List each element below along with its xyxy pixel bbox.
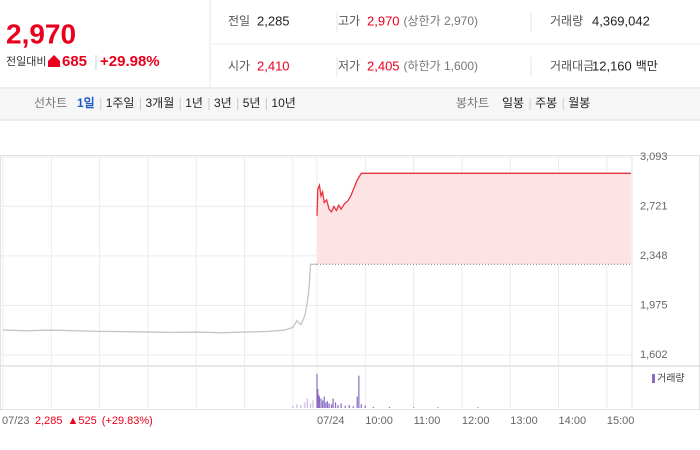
volume-bar: [318, 394, 320, 408]
volume-bar: [323, 396, 325, 408]
stat-unit: 백만: [636, 59, 658, 73]
x-tick-label: 14:00: [559, 415, 587, 427]
stat-value: 2,285: [257, 13, 290, 28]
period-tab[interactable]: 3년: [214, 96, 232, 110]
stat-label: 거래량: [550, 14, 583, 28]
volume-bar: [348, 404, 350, 408]
period-tab[interactable]: 주봉: [535, 96, 557, 110]
volume-bar: [300, 404, 302, 408]
price: 2,970: [6, 18, 76, 49]
legend-label: 거래량: [657, 373, 685, 385]
volume-bar: [312, 400, 314, 408]
period-tab[interactable]: 1일: [77, 96, 95, 110]
volume-bar: [388, 406, 391, 408]
volume-bar: [318, 396, 321, 408]
stat-label: 전일: [228, 14, 250, 28]
y-tick-label: 2,721: [640, 200, 668, 212]
up-icon: [48, 55, 60, 67]
y-tick-label: 2,348: [640, 250, 668, 262]
stat-label: 저가: [338, 59, 360, 73]
price-line: [316, 172, 631, 216]
volume-bar: [356, 396, 358, 408]
x-tick-label: 10:00: [365, 415, 393, 427]
volume-bar: [344, 405, 346, 408]
change: 685: [62, 53, 87, 70]
volume-bar: [413, 407, 415, 408]
volume-bar: [364, 405, 366, 408]
volume-bar: [304, 402, 306, 408]
volume-bar: [477, 407, 479, 408]
change-label: 전일대비: [6, 54, 46, 68]
toolbar-label: 봉차트: [456, 96, 489, 110]
volume-bar: [325, 402, 327, 408]
volume-bar: [352, 406, 354, 408]
volume-bar: [322, 400, 324, 408]
legend-swatch: [652, 374, 655, 383]
stat-value: 2,410: [257, 58, 290, 73]
period-tab[interactable]: 1주일: [106, 96, 135, 110]
stat-note: (하한가 1,600): [404, 59, 478, 73]
x-tick-label: 13:00: [510, 415, 538, 427]
stat-label: 거래대금: [550, 59, 594, 73]
volume-bar: [320, 398, 322, 408]
annotation-rate: (+29.83%): [102, 415, 153, 427]
volume-bar: [317, 389, 319, 408]
period-tab[interactable]: 1년: [185, 96, 203, 110]
stat-value: 12,160: [592, 58, 632, 73]
stat-note: (상한가 2,970): [404, 14, 478, 28]
x-tick-label: 15:00: [607, 415, 635, 427]
volume-bar: [358, 375, 360, 408]
volume-bar: [360, 404, 362, 408]
y-tick-label: 3,093: [640, 151, 668, 163]
change-rate: +29.98%: [100, 53, 160, 70]
stat-value: 4,369,042: [592, 13, 650, 28]
y-tick-label: 1,975: [640, 299, 668, 311]
period-tab[interactable]: 일봉: [502, 96, 524, 110]
volume-bar: [316, 373, 318, 408]
volume-bar: [334, 402, 337, 408]
y-tick-label: 1,602: [640, 349, 668, 361]
toolbar-label: 선차트: [34, 96, 67, 110]
x-tick-label: 11:00: [414, 415, 441, 427]
x-tick-label: 12:00: [462, 415, 490, 427]
volume-bar: [326, 401, 329, 408]
stat-value: 2,405: [367, 58, 400, 73]
annotation-price: 2,285: [35, 415, 63, 427]
period-tab[interactable]: 5년: [243, 96, 261, 110]
period-tab[interactable]: 3개월: [145, 96, 174, 110]
period-tab[interactable]: 10년: [271, 96, 295, 110]
volume-bar: [292, 406, 294, 408]
volume-bar: [309, 403, 312, 408]
volume-bar: [328, 403, 330, 408]
volume-bar: [332, 398, 334, 408]
volume-bar: [296, 404, 298, 408]
x-tick-label: 07/24: [317, 415, 345, 427]
area-fill: [317, 173, 631, 265]
period-tab[interactable]: 월봉: [568, 96, 590, 110]
volume-bar: [340, 403, 342, 408]
price-line: [2, 263, 317, 334]
volume-bar: [306, 398, 308, 408]
volume-bar: [330, 404, 333, 408]
stat-label: 고가: [338, 14, 360, 28]
x-tick-label: 07/23: [2, 415, 30, 427]
volume-bar: [372, 406, 374, 408]
annotation-change: ▲525: [68, 415, 97, 427]
stat-label: 시가: [228, 59, 250, 73]
stat-value: 2,970: [367, 13, 400, 28]
volume-bar: [337, 404, 339, 408]
volume-bar: [437, 407, 439, 408]
toolbar: [0, 89, 700, 120]
